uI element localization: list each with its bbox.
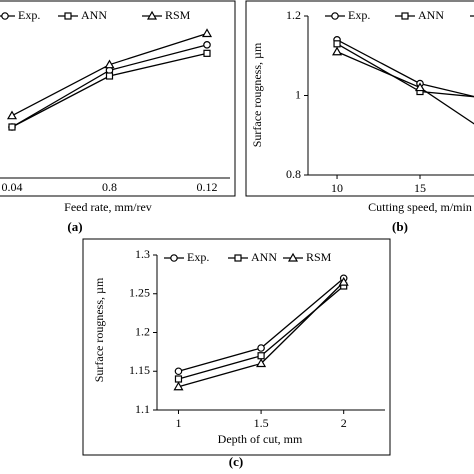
point: [174, 375, 183, 383]
x-tick-label: 0.8: [102, 180, 117, 194]
legend-marker: [401, 12, 409, 20]
legend-marker: [287, 252, 299, 262]
series-line: [336, 39, 474, 98]
point: [203, 41, 211, 49]
y-tick-label: 1.2: [135, 324, 150, 338]
y-tick-label: 1.25: [129, 286, 150, 300]
point: [256, 358, 267, 368]
y-tick-label: 1.15: [129, 363, 150, 377]
legend-marker: [1, 12, 9, 20]
y-axis-label: Surface rougness, µm: [92, 277, 106, 382]
series-line: [178, 281, 345, 388]
point: [174, 367, 183, 376]
legend-label: RSM: [165, 8, 191, 22]
series-line: [336, 51, 474, 125]
point: [333, 40, 341, 48]
legend-marker: [170, 254, 178, 262]
x-tick-label: 0.04: [2, 180, 23, 194]
y-tick-label: 1.2: [286, 8, 301, 22]
x-axis-label: Cutting speed, m/min: [368, 200, 472, 214]
y-tick-label: 0.8: [286, 167, 301, 181]
point: [203, 49, 211, 57]
point: [338, 276, 349, 286]
point: [104, 59, 115, 69]
legend-marker: [146, 10, 158, 20]
x-tick-label: 1.5: [254, 416, 269, 430]
legend-label: ANN: [251, 250, 277, 264]
chart-border: [245, 0, 474, 197]
point: [332, 46, 343, 56]
point: [257, 344, 265, 352]
panel-caption: (c): [229, 454, 243, 469]
legend-label: Exp.: [18, 8, 40, 22]
point: [173, 381, 184, 391]
legend-label: ANN: [81, 8, 107, 22]
y-axis-label: Surface rougness, µm: [250, 42, 264, 147]
point: [257, 352, 265, 360]
y-tick-label: 1.3: [135, 247, 150, 261]
legend-marker: [64, 12, 72, 20]
point: [105, 72, 114, 80]
y-tick-label: 1.1: [135, 402, 150, 416]
point: [8, 123, 16, 131]
x-tick-label: 0.12: [197, 180, 218, 194]
y-tick-label: 1: [295, 87, 301, 101]
x-axis-label: Feed rate, mm/rev: [64, 200, 152, 214]
x-axis-label: Depth of cut, mm: [218, 432, 303, 446]
series-line: [11, 44, 208, 128]
legend-marker: [234, 254, 242, 262]
legend-label: ANN: [418, 8, 444, 22]
legend-label: RSM: [306, 250, 332, 264]
legend-label: Exp.: [187, 250, 209, 264]
panel-caption: (a): [67, 219, 82, 234]
panel-caption: (b): [392, 219, 408, 234]
chart-border: [82, 238, 391, 456]
legend-marker: [331, 12, 339, 20]
point: [414, 82, 426, 92]
legend-label: Exp.: [348, 8, 370, 22]
x-tick-label: 10: [331, 181, 343, 195]
x-tick-label: 15: [414, 181, 426, 195]
x-tick-label: 1: [175, 416, 181, 430]
chart-border: [0, 0, 236, 197]
point: [201, 28, 213, 38]
x-tick-label: 2: [341, 416, 347, 430]
point: [6, 110, 18, 120]
